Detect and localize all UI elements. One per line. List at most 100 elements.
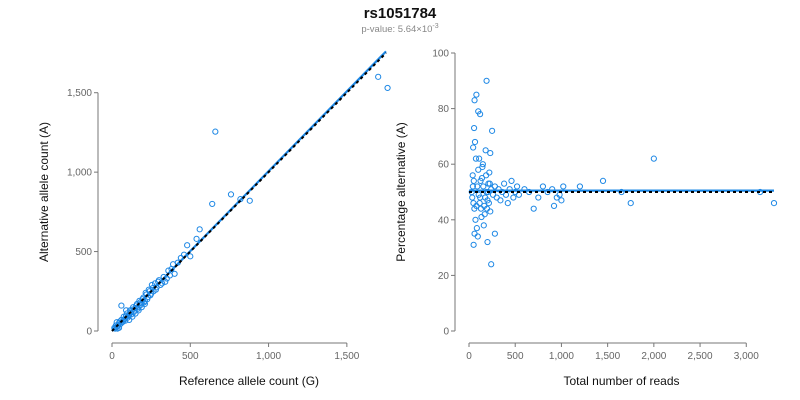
- right-data-point: [472, 216, 479, 223]
- right-y-tick-label: 60: [438, 160, 450, 171]
- right-data-point: [476, 155, 483, 162]
- right-data-point: [486, 169, 493, 176]
- right-data-point: [476, 111, 484, 118]
- right-data-point: [487, 208, 494, 215]
- left-y-tick-label: 1,500: [67, 88, 92, 99]
- left-data-point: [148, 281, 156, 289]
- left-data-point: [122, 307, 130, 314]
- left-data-point: [112, 325, 119, 332]
- left-data-point: [139, 296, 146, 303]
- right-data-point: [470, 241, 477, 248]
- right-data-point: [539, 183, 547, 190]
- right-data-point: [479, 161, 486, 168]
- right-data-point: [469, 194, 476, 201]
- left-data-point: [227, 191, 235, 198]
- left-y-tick-label: 1,000: [67, 168, 92, 179]
- right-data-point: [530, 205, 537, 212]
- right-data-point: [486, 180, 493, 187]
- left-data-point: [246, 197, 253, 204]
- right-data-point: [504, 200, 511, 207]
- right-data-point: [489, 127, 496, 134]
- right-x-tick-label: 0: [466, 351, 472, 362]
- right-data-point: [471, 138, 479, 146]
- left-data-point: [375, 73, 382, 80]
- left-data-point: [187, 253, 194, 260]
- right-data-point: [483, 77, 490, 84]
- right-data-point: [478, 213, 485, 221]
- p-value-exponent: -3: [432, 23, 439, 30]
- right-y-axis-label: Percentage alternative (A): [394, 122, 408, 261]
- right-data-point: [501, 180, 508, 187]
- right-x-tick-label: 3,000: [734, 351, 759, 362]
- right-data-point: [491, 230, 498, 237]
- right-data-point: [481, 211, 488, 218]
- right-data-point: [650, 155, 657, 162]
- left-data-point: [184, 242, 191, 249]
- right-data-point: [475, 166, 482, 173]
- left-y-tick-label: 500: [75, 247, 92, 258]
- left-reference-line: [111, 52, 387, 332]
- chart-subtitle: p-value: 5.64×10-3: [0, 23, 800, 35]
- left-y-tick-label: 0: [86, 327, 92, 338]
- right-data-point: [471, 97, 478, 104]
- right-data-point: [558, 197, 565, 204]
- right-data-point: [506, 186, 513, 193]
- right-data-point: [473, 225, 480, 232]
- left-x-tick-label: 1,000: [256, 351, 281, 362]
- left-data-point: [118, 302, 125, 309]
- right-data-point: [549, 186, 556, 193]
- left-x-tick-label: 500: [182, 351, 199, 362]
- right-data-point: [482, 194, 489, 201]
- left-data-point: [162, 278, 169, 285]
- right-data-point: [576, 183, 584, 190]
- left-data-point: [212, 128, 219, 135]
- left-data-point: [384, 84, 391, 92]
- chart-title: rs1051784: [363, 5, 437, 22]
- right-x-tick-label: 1,500: [595, 351, 620, 362]
- left-x-tick-label: 0: [109, 351, 115, 362]
- right-x-tick-label: 1,000: [549, 351, 574, 362]
- right-data-point: [488, 261, 495, 268]
- left-x-axis-label: Reference allele count (G): [179, 374, 319, 388]
- left-data-point: [196, 226, 203, 233]
- right-data-point: [471, 205, 478, 212]
- right-data-point: [560, 183, 567, 190]
- left-data-point: [126, 316, 133, 323]
- right-data-point: [550, 202, 558, 209]
- right-data-point: [618, 188, 625, 196]
- left-data-point: [132, 310, 139, 317]
- right-y-tick-label: 100: [432, 49, 449, 60]
- left-data-point: [138, 304, 145, 311]
- right-data-point: [480, 222, 487, 229]
- right-data-point: [470, 200, 477, 207]
- right-data-point: [770, 200, 778, 207]
- right-y-tick-label: 80: [438, 104, 450, 115]
- right-data-point: [544, 188, 551, 196]
- right-data-point: [479, 163, 486, 171]
- right-data-point: [475, 191, 482, 198]
- right-data-point: [513, 183, 521, 190]
- right-data-point: [477, 177, 484, 184]
- right-y-tick-label: 40: [438, 215, 450, 226]
- left-data-point: [209, 200, 216, 208]
- right-x-axis-label: Total number of reads: [563, 374, 679, 388]
- right-data-point: [476, 200, 483, 207]
- left-data-point: [135, 307, 142, 314]
- right-data-point: [484, 238, 491, 246]
- left-data-point: [169, 261, 177, 268]
- right-data-point: [474, 233, 481, 240]
- right-data-point: [482, 147, 489, 154]
- right-data-point: [627, 200, 634, 207]
- left-y-axis-label: Alternative allele count (A): [37, 122, 51, 262]
- left-data-point: [193, 235, 200, 242]
- right-data-point: [599, 177, 607, 184]
- right-data-point: [472, 155, 480, 162]
- right-data-point: [471, 230, 478, 237]
- right-y-tick-label: 20: [438, 271, 450, 282]
- left-data-point: [129, 313, 136, 320]
- p-value-text: p-value: 5.64×10: [361, 24, 433, 36]
- right-data-point: [477, 205, 485, 212]
- right-y-tick-label: 0: [443, 327, 449, 338]
- right-data-point: [485, 200, 492, 207]
